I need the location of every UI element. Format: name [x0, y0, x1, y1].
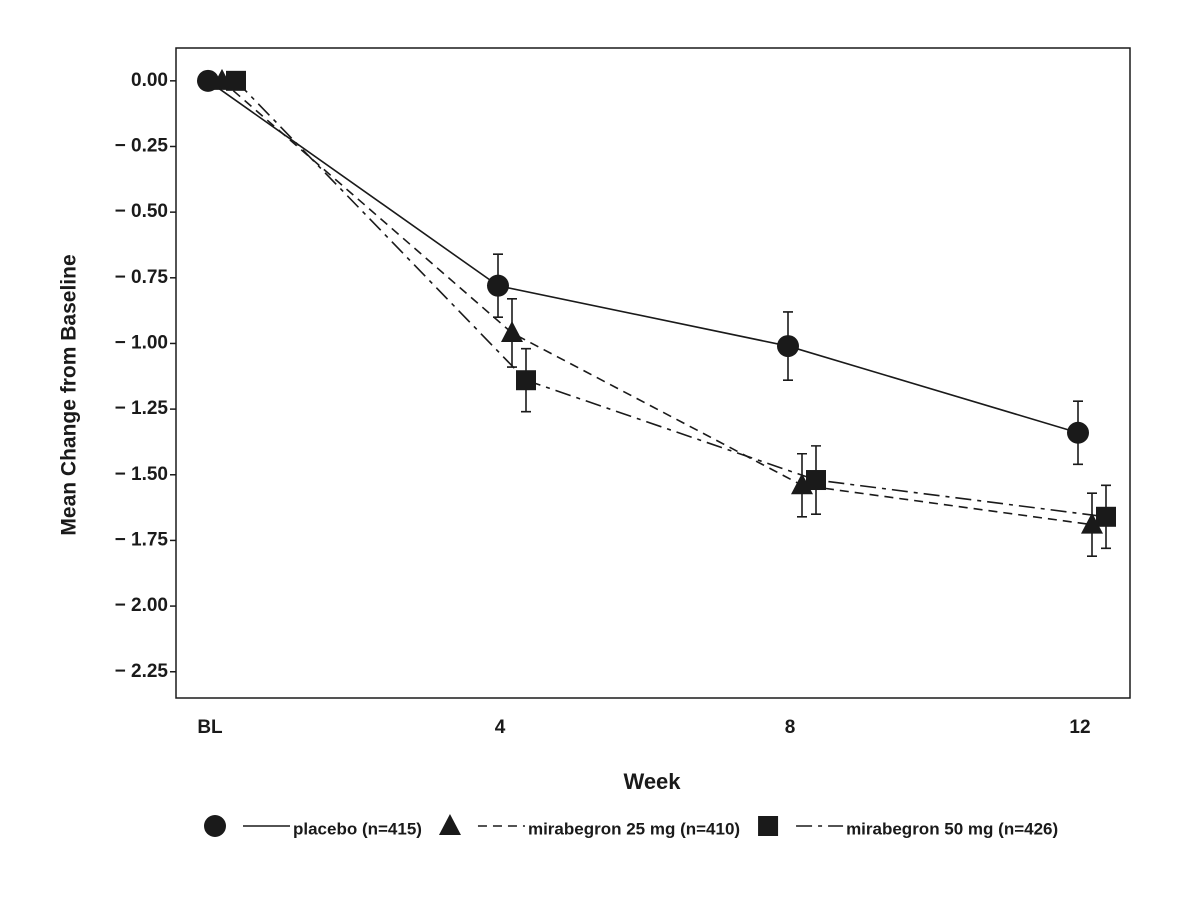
- marker: [1067, 421, 1089, 444]
- y-tick-label: − 2.25: [115, 661, 169, 682]
- y-tick-label: − 0.25: [115, 136, 169, 157]
- legend-label: mirabegron 50 mg (n=426): [846, 819, 1058, 838]
- legend-marker: [204, 815, 226, 837]
- marker: [1081, 512, 1103, 534]
- series-line: [221, 80, 1093, 526]
- plot-frame: [175, 47, 1131, 699]
- series-line: [235, 80, 1107, 518]
- marker: [777, 335, 799, 358]
- x-axis-label: Week: [623, 769, 681, 794]
- y-tick-label: − 0.75: [115, 267, 169, 288]
- legend-label: placebo (n=415): [293, 819, 422, 838]
- series-line: [207, 80, 1079, 434]
- legend-marker: [758, 816, 779, 836]
- marker: [806, 470, 826, 491]
- legend-marker: [438, 814, 461, 835]
- y-tick-label: − 1.75: [115, 529, 169, 550]
- y-tick-label: − 1.25: [115, 398, 169, 419]
- x-tick-label: 8: [785, 717, 796, 738]
- x-tick-label: BL: [197, 717, 223, 738]
- y-tick-label: 0.00: [131, 70, 168, 91]
- x-tick-label: 4: [495, 717, 506, 738]
- x-tick-label: 12: [1069, 717, 1090, 738]
- y-tick-label: − 1.00: [115, 332, 168, 353]
- marker: [487, 274, 509, 297]
- marker: [501, 320, 523, 342]
- y-tick-label: − 2.00: [115, 595, 168, 616]
- legend-label: mirabegron 25 mg (n=410): [528, 819, 740, 838]
- y-tick-label: − 1.50: [115, 464, 168, 485]
- y-axis-label: Mean Change from Baseline: [58, 254, 81, 535]
- y-tick-label: − 0.50: [115, 201, 168, 222]
- marker: [1096, 506, 1116, 527]
- marker: [226, 70, 246, 91]
- marker: [516, 370, 536, 391]
